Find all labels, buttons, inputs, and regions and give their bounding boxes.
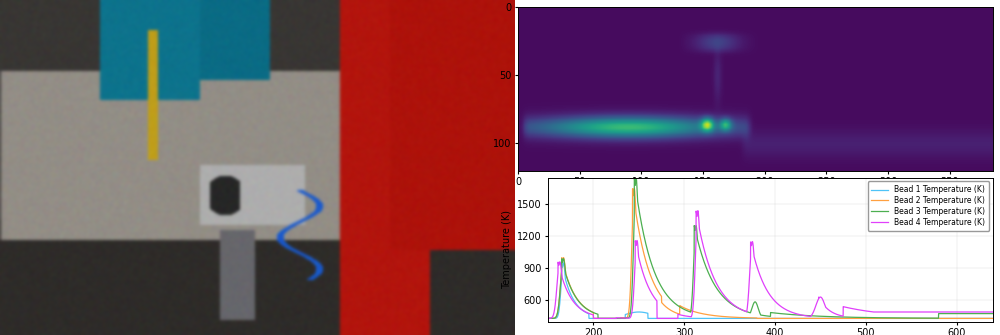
Line: Bead 2 Temperature (K): Bead 2 Temperature (K)	[548, 188, 998, 318]
Bead 2 Temperature (K)	[714, 314, 726, 318]
Bead 2 Temperature (K)	[835, 316, 847, 320]
Bead 1 Temperature (K)	[583, 316, 595, 320]
Bead 3 Temperature (K)	[912, 316, 924, 320]
Bead 1 Temperature (K)	[912, 316, 924, 320]
Bead 3 Temperature (K)	[630, 176, 642, 180]
Bead 3 Temperature (K)	[624, 314, 636, 318]
Bead 4 Temperature (K)	[812, 298, 824, 303]
Bead 2 Temperature (K)	[628, 186, 640, 190]
Bead 3 Temperature (K)	[592, 316, 604, 320]
Line: Bead 1 Temperature (K): Bead 1 Temperature (K)	[548, 263, 998, 318]
Bead 3 Temperature (K)	[542, 316, 554, 320]
Bead 4 Temperature (K)	[912, 310, 924, 314]
Bead 2 Temperature (K)	[542, 316, 554, 320]
Bead 2 Temperature (K)	[624, 298, 636, 303]
Bead 4 Temperature (K)	[878, 310, 890, 314]
Bead 4 Temperature (K)	[714, 287, 726, 291]
Legend: Bead 1 Temperature (K), Bead 2 Temperature (K), Bead 3 Temperature (K), Bead 4 T: Bead 1 Temperature (K), Bead 2 Temperatu…	[868, 181, 989, 231]
Bead 1 Temperature (K)	[878, 316, 890, 320]
Bead 1 Temperature (K)	[992, 316, 1000, 320]
Bead 3 Temperature (K)	[992, 312, 1000, 316]
Bead 4 Temperature (K)	[624, 316, 636, 320]
Bead 3 Temperature (K)	[835, 315, 847, 319]
Bead 1 Temperature (K)	[624, 311, 636, 315]
Bead 2 Temperature (K)	[878, 316, 890, 320]
Bead 3 Temperature (K)	[812, 314, 824, 318]
Bead 4 Temperature (K)	[835, 314, 847, 318]
Bead 4 Temperature (K)	[542, 316, 554, 320]
Line: Bead 4 Temperature (K): Bead 4 Temperature (K)	[548, 211, 998, 318]
Bead 4 Temperature (K)	[992, 310, 1000, 314]
Line: Bead 3 Temperature (K): Bead 3 Temperature (K)	[548, 178, 998, 318]
Bead 1 Temperature (K)	[542, 316, 554, 320]
Bead 4 Temperature (K)	[692, 209, 704, 213]
Bead 1 Temperature (K)	[557, 261, 569, 265]
Bead 4 Temperature (K)	[587, 316, 599, 320]
Bead 1 Temperature (K)	[714, 316, 726, 320]
Bead 1 Temperature (K)	[812, 316, 824, 320]
Bead 3 Temperature (K)	[714, 291, 726, 295]
Bead 3 Temperature (K)	[878, 316, 890, 320]
Bead 2 Temperature (K)	[992, 316, 1000, 320]
Bead 1 Temperature (K)	[835, 316, 847, 320]
Bead 2 Temperature (K)	[812, 316, 824, 320]
Y-axis label: Temperature (K): Temperature (K)	[502, 210, 512, 289]
Bead 2 Temperature (K)	[587, 316, 599, 320]
Bead 2 Temperature (K)	[912, 316, 924, 320]
